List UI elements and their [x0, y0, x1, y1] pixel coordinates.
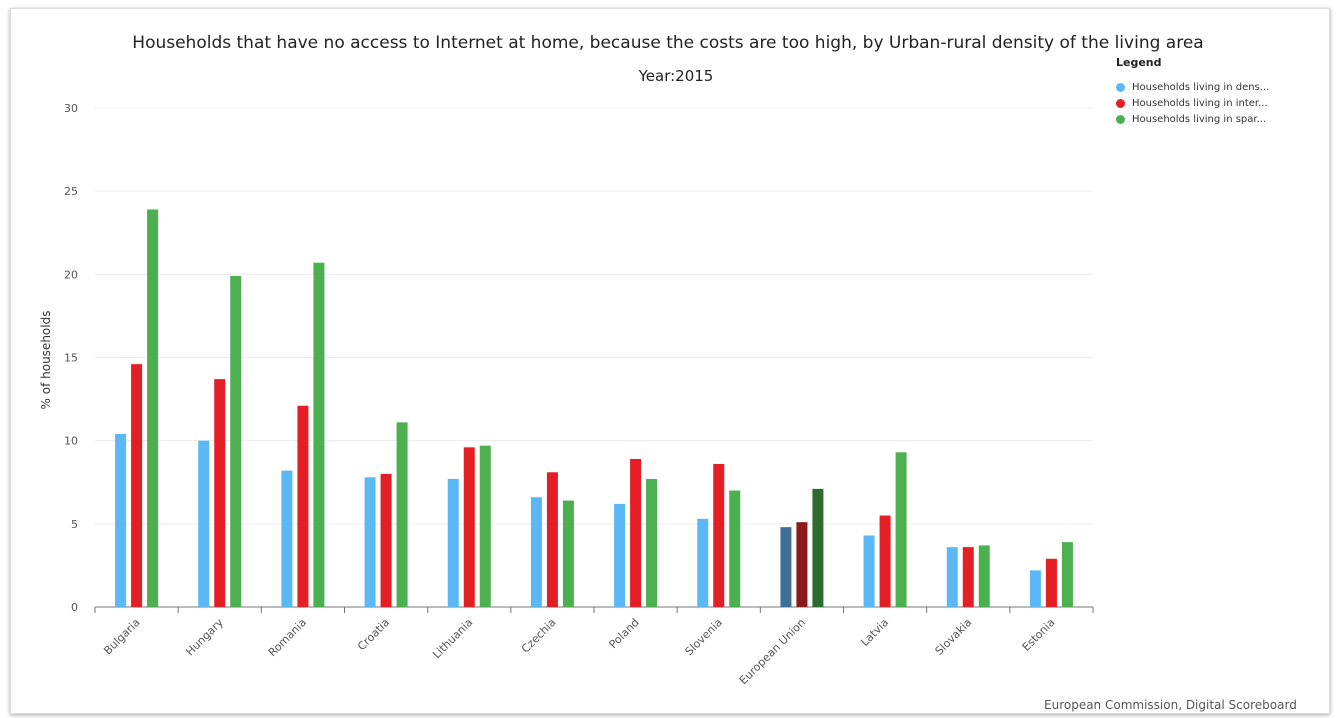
bar: [230, 275, 242, 607]
bar: [546, 472, 558, 607]
bar: [313, 262, 325, 607]
legend-item-dense[interactable]: Households living in dens...: [1116, 79, 1269, 95]
bar: [1061, 542, 1073, 607]
x-category-label: Slovakia: [933, 616, 975, 658]
bar: [962, 547, 974, 607]
x-category-label: Lithuania: [430, 616, 475, 661]
bar: [729, 490, 741, 607]
bar: [614, 503, 626, 607]
x-category-label: Czechia: [519, 616, 559, 656]
x-category-label: Bulgaria: [101, 616, 142, 657]
bar: [147, 209, 159, 608]
x-category-label: Slovenia: [683, 616, 725, 658]
x-category-label: European Union: [737, 616, 808, 687]
bar: [780, 527, 792, 607]
legend-item-sparse[interactable]: Households living in spar...: [1116, 111, 1269, 127]
legend-label-intermediate: Households living in inter...: [1132, 97, 1268, 109]
x-category-label: Hungary: [183, 616, 226, 659]
bar: [530, 497, 542, 607]
y-tick-label: 5: [71, 518, 78, 531]
y-tick-label: 25: [64, 185, 78, 198]
y-tick-label: 15: [64, 352, 78, 365]
bar: [198, 440, 210, 607]
x-category-label: Latvia: [858, 616, 891, 649]
bar: [297, 405, 309, 607]
legend-label-sparse: Households living in spar...: [1132, 113, 1267, 125]
bar: [131, 364, 143, 607]
y-tick-label: 0: [71, 601, 78, 614]
legend: Legend Households living in dens... Hous…: [1116, 56, 1269, 127]
bar: [214, 379, 226, 607]
bar: [713, 463, 725, 607]
y-tick-label: 20: [64, 268, 78, 281]
bar: [115, 434, 127, 607]
source-credit: European Commission, Digital Scoreboard: [1044, 698, 1297, 712]
bar: [895, 452, 907, 607]
bar: [479, 445, 491, 607]
legend-title: Legend: [1116, 56, 1162, 69]
x-category-label: Poland: [607, 616, 642, 651]
bar: [946, 547, 958, 607]
chart-subtitle: Year:2015: [638, 67, 714, 85]
bar: [796, 522, 808, 607]
bar: [646, 478, 658, 607]
bar: [463, 447, 475, 607]
x-category-label: Romania: [266, 616, 309, 659]
bar: [812, 488, 824, 607]
bar: [978, 545, 990, 607]
bar: [380, 473, 392, 607]
bar: [697, 518, 709, 607]
legend-label-dense: Households living in dens...: [1132, 81, 1270, 93]
legend-swatch-intermediate: [1116, 98, 1125, 108]
y-tick-label: 10: [64, 435, 78, 448]
bar: [281, 470, 293, 607]
bar: [447, 478, 459, 607]
x-category-label: Estonia: [1020, 616, 1058, 654]
bar: [630, 458, 642, 607]
bar: [364, 477, 376, 607]
y-tick-label: 30: [64, 102, 78, 115]
bar: [1029, 570, 1041, 607]
bar: [863, 535, 875, 607]
legend-swatch-sparse: [1116, 114, 1125, 124]
legend-item-intermediate[interactable]: Households living in inter...: [1116, 95, 1269, 111]
bar: [396, 422, 408, 607]
bar: [562, 500, 574, 607]
chart-title: Households that have no access to Intern…: [132, 33, 1204, 53]
chart-frame: [10, 8, 1330, 714]
bar: [879, 515, 891, 607]
x-category-label: Croatia: [355, 616, 392, 653]
bar: [1045, 558, 1057, 607]
legend-swatch-dense: [1116, 82, 1125, 92]
